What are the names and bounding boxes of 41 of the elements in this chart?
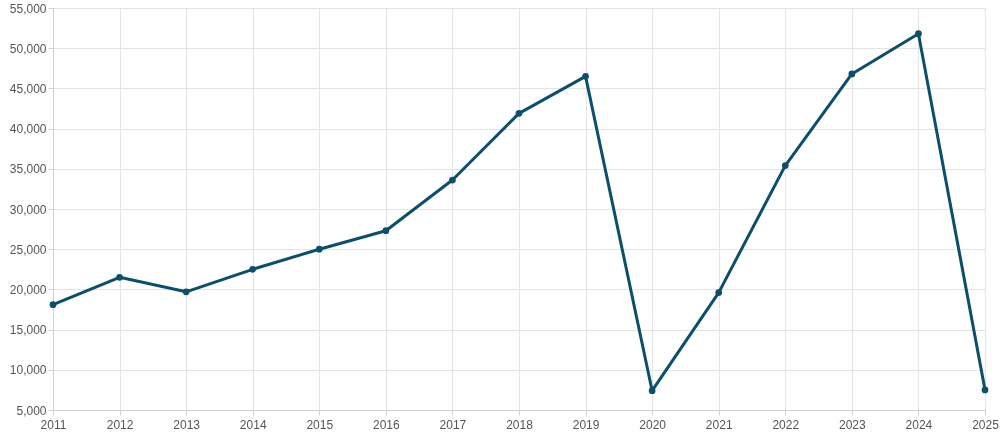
x-tick-label: 2019 (572, 417, 600, 432)
y-tick-label: 5,000 (16, 403, 47, 418)
point (515, 109, 523, 117)
x-tick-label: 2018 (506, 417, 534, 432)
point (848, 70, 856, 78)
x-tick-label: 2012 (106, 417, 134, 432)
point (715, 289, 723, 296)
y-tick-label: 10,000 (9, 363, 47, 378)
x-tick-label: 2023 (839, 417, 867, 432)
point (915, 30, 922, 38)
x-tick-label: 2024 (905, 417, 933, 432)
x-tick-label: 2025 (972, 417, 1000, 432)
y-tick-label: 30,000 (9, 202, 47, 217)
x-tick-label: 2016 (373, 417, 401, 432)
point (249, 265, 257, 273)
x-tick-label: 2013 (173, 417, 201, 432)
y-tick-label: 20,000 (9, 282, 47, 297)
x-tick-label: 2017 (439, 417, 467, 432)
y-tick-label: 55,000 (9, 1, 47, 16)
y-tick-label: 35,000 (9, 162, 47, 177)
point (981, 386, 989, 394)
x-tick-label: 2021 (705, 417, 733, 432)
point (449, 176, 456, 184)
point (182, 288, 190, 296)
point (315, 245, 323, 253)
point (781, 162, 789, 169)
y-tick-label: 45,000 (9, 81, 47, 96)
x-tick-label: 2020 (639, 417, 667, 432)
x-tick-label: 2015 (306, 417, 334, 432)
point (49, 301, 57, 309)
point (382, 227, 390, 235)
point (582, 72, 589, 80)
y-tick-label: 25,000 (9, 242, 47, 257)
y-tick-label: 40,000 (9, 122, 47, 137)
x-tick-label: 2014 (239, 417, 267, 432)
point (648, 387, 656, 395)
x-tick-label: 2022 (772, 417, 800, 432)
point (116, 273, 123, 281)
y-tick-label: 15,000 (9, 323, 47, 338)
x-tick-label: 2011 (40, 417, 67, 432)
y-tick-label: 50,000 (9, 41, 47, 56)
